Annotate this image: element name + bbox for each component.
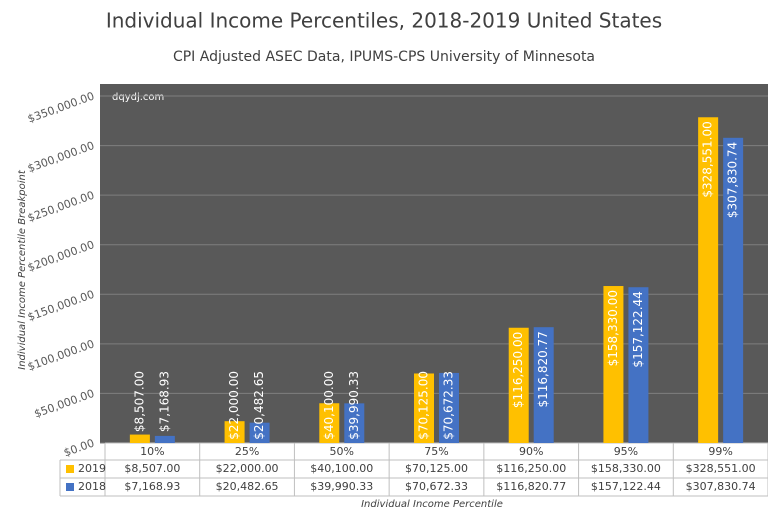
data-label: $7,168.93 <box>157 371 171 432</box>
y-tick-label: $100,000.00 <box>26 337 96 373</box>
data-label: $158,330.00 <box>606 290 620 366</box>
bar <box>224 421 245 443</box>
table-cell: $40,100.00 <box>310 462 373 475</box>
legend-key <box>66 483 74 491</box>
bar <box>698 117 719 444</box>
data-label: $116,820.77 <box>536 331 550 407</box>
y-tick-label: $250,000.00 <box>26 189 96 225</box>
table-cell: $7,168.93 <box>124 480 180 493</box>
table-cell: $8,507.00 <box>124 462 180 475</box>
bar <box>344 403 365 443</box>
data-label: $116,250.00 <box>511 332 525 408</box>
legend-label: 2018 <box>78 480 106 493</box>
data-label: $8,507.00 <box>132 371 146 432</box>
table-cell: $22,000.00 <box>216 462 279 475</box>
bar <box>129 434 150 443</box>
data-label: $70,125.00 <box>417 371 431 440</box>
x-tick-label: 75% <box>424 445 448 458</box>
data-label: $39,990.33 <box>347 371 361 440</box>
y-axis-title: Individual Income Percentile Breakpoint <box>17 169 28 370</box>
data-label: $40,100.00 <box>322 371 336 440</box>
table-cell: $116,250.00 <box>496 462 566 475</box>
chart-title: Individual Income Percentiles, 2018-2019… <box>106 9 662 33</box>
watermark: dqydj.com <box>112 92 164 103</box>
table-cell: $158,330.00 <box>591 462 661 475</box>
legend-label: 2019 <box>78 462 106 475</box>
y-tick-label: $300,000.00 <box>26 139 96 175</box>
bar <box>603 286 624 443</box>
data-label: $157,122.44 <box>631 291 645 367</box>
bar <box>319 403 340 443</box>
x-tick-label: 99% <box>708 445 732 458</box>
table-cell: $307,830.74 <box>686 480 756 493</box>
y-tick-label: $50,000.00 <box>32 387 96 421</box>
table-cell: $157,122.44 <box>591 480 661 493</box>
bar <box>154 435 175 443</box>
bar <box>628 287 649 443</box>
table-cell: $116,820.77 <box>496 480 566 493</box>
table-cell: $20,482.65 <box>216 480 279 493</box>
data-label: $70,672.33 <box>442 371 456 440</box>
bar <box>723 137 744 444</box>
bar <box>439 372 459 443</box>
data-label: $22,000.00 <box>227 371 241 440</box>
x-tick-label: 25% <box>235 445 259 458</box>
data-label: $328,551.00 <box>701 121 715 197</box>
x-tick-label: 95% <box>614 445 638 458</box>
bar <box>249 422 270 443</box>
table-cell: $70,672.33 <box>405 480 468 493</box>
bar <box>414 373 434 443</box>
y-tick-label: $0.00 <box>62 436 96 459</box>
table-cell: $328,551.00 <box>686 462 756 475</box>
data-label: $307,830.74 <box>726 142 740 218</box>
table-cell: $70,125.00 <box>405 462 468 475</box>
bar <box>508 327 529 443</box>
table-cell: $39,990.33 <box>310 480 373 493</box>
chart-subtitle: CPI Adjusted ASEC Data, IPUMS-CPS Univer… <box>173 49 595 65</box>
x-tick-label: 10% <box>140 445 164 458</box>
legend-key <box>66 465 74 473</box>
bar <box>533 327 554 443</box>
y-tick-label: $350,000.00 <box>26 89 96 125</box>
data-label: $20,482.65 <box>252 371 266 440</box>
x-tick-label: 50% <box>330 445 354 458</box>
y-tick-label: $200,000.00 <box>26 238 96 274</box>
y-tick-label: $150,000.00 <box>26 288 96 324</box>
x-tick-label: 90% <box>519 445 543 458</box>
x-axis-title: Individual Income Percentile <box>361 499 503 510</box>
